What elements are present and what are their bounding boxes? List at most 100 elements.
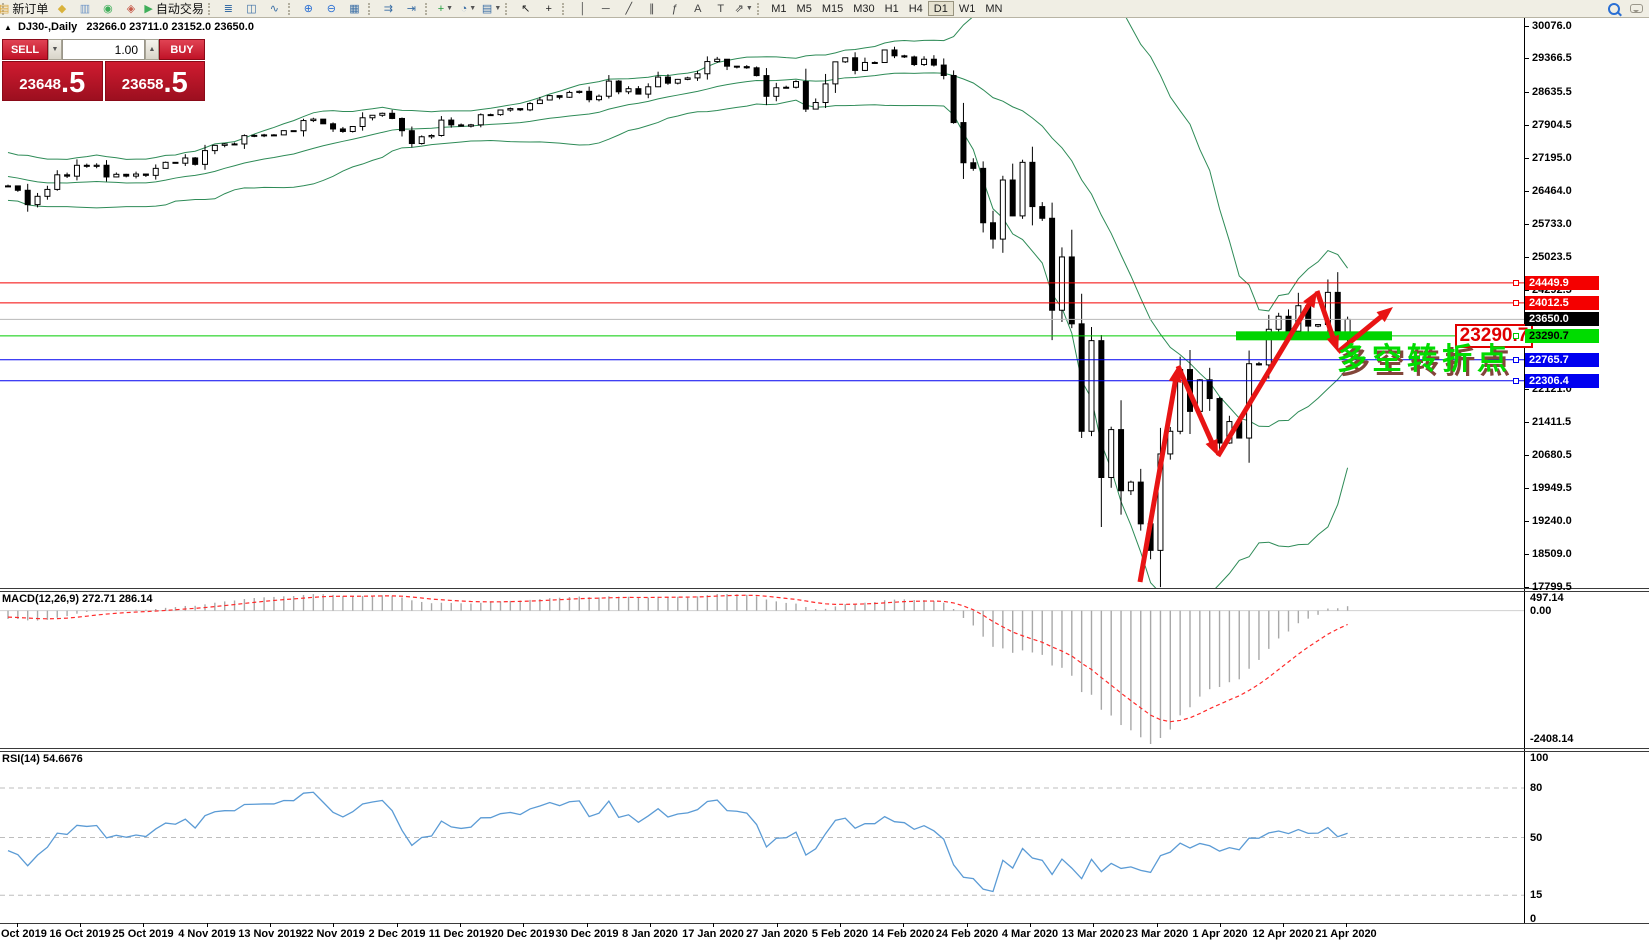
pane-separator-macd[interactable] — [0, 588, 1649, 589]
indicators-icon[interactable]: + ▼ — [434, 1, 457, 17]
time-tick-label: 1 Apr 2020 — [1192, 928, 1248, 940]
price-tick — [1525, 290, 1529, 291]
price-tick — [1525, 158, 1529, 159]
line-chart-icon[interactable]: ∿ — [263, 1, 286, 17]
price-tick — [1525, 488, 1529, 489]
time-tick — [650, 923, 651, 927]
price-tick — [1525, 224, 1529, 225]
timeframe-w1-button[interactable]: W1 — [958, 2, 976, 15]
chat-icon[interactable] — [1630, 4, 1643, 13]
price-tick-label: 25023.5 — [1532, 251, 1572, 263]
rsi-scale-label: 100 — [1530, 752, 1549, 764]
symbol-marker-icon: ▲ — [4, 23, 12, 32]
auto-scroll-icon-glyph: ⇉ — [383, 2, 394, 15]
pane-separator-rsi[interactable] — [0, 748, 1649, 749]
indicators-dropdown-icon[interactable]: ▼ — [446, 5, 454, 12]
toolbar-group-handle[interactable] — [2, 2, 7, 15]
rsi-scale-label: 80 — [1530, 782, 1543, 794]
terminal-icon[interactable]: ◈ — [119, 1, 142, 17]
level-line-handle[interactable] — [1513, 357, 1519, 363]
pane-separator-rsi-2[interactable] — [0, 751, 1649, 752]
time-axis-border — [0, 923, 1649, 924]
buy-price-display[interactable]: 23658 .5 — [104, 61, 205, 101]
time-tick — [143, 923, 144, 927]
zoom-in-icon[interactable]: ⊕ — [297, 1, 320, 17]
crosshair-icon[interactable]: + — [537, 1, 560, 17]
toolbar-group-handle[interactable] — [207, 2, 213, 15]
toolbar-group-handle[interactable] — [505, 2, 510, 15]
level-line-handle[interactable] — [1513, 378, 1519, 384]
market-watch-icon[interactable]: ◆ — [50, 1, 73, 17]
text-label-icon[interactable]: T — [709, 1, 732, 17]
timeframe-h4-button[interactable]: H4 — [908, 2, 923, 15]
periods-dropdown-icon[interactable]: ▼ — [469, 5, 477, 12]
search-icon[interactable] — [1608, 2, 1620, 15]
buy-button[interactable]: BUY — [159, 39, 205, 60]
price-tick — [1525, 587, 1529, 588]
price-tick-label: 25733.0 — [1532, 218, 1572, 230]
templates-icon[interactable]: ▤ ▼ — [480, 1, 503, 17]
cursor-icon[interactable]: ↖ — [514, 1, 537, 17]
timeframe-h1-button[interactable]: H1 — [884, 2, 899, 15]
candlestick-chart-icon[interactable]: ◫ — [240, 1, 263, 17]
time-tick — [1220, 923, 1221, 927]
channel-icon[interactable]: ∥ — [640, 1, 663, 17]
arrows-icon[interactable]: ⇗ ▼ — [732, 1, 755, 17]
auto-scroll-icon[interactable]: ⇉ — [377, 1, 400, 17]
timeframe-m30-button[interactable]: M30 — [853, 2, 875, 15]
price-callout-box[interactable]: 23290.7 — [1455, 324, 1533, 348]
candlestick-chart-icon-glyph: ◫ — [246, 2, 257, 15]
timeframe-mn-button[interactable]: MN — [985, 2, 1003, 15]
trendline-icon[interactable]: ╱ — [617, 1, 640, 17]
vertical-line-icon[interactable]: │ — [571, 1, 594, 17]
sell-price-display[interactable]: 23648 .5 — [2, 61, 103, 101]
turning-point-annotation[interactable]: 多空转折点 — [1337, 343, 1512, 376]
level-line-handle[interactable] — [1513, 333, 1519, 339]
horizontal-line-icon[interactable]: ─ — [594, 1, 617, 17]
macd-name: MACD(12,26,9) — [2, 593, 80, 605]
tile-windows-icon[interactable]: ▦ — [343, 1, 366, 17]
price-level-label: 24449.9 — [1525, 276, 1599, 290]
timeframe-d1-button[interactable]: D1 — [927, 1, 954, 16]
time-tick-label: Oct 2019 — [1, 928, 47, 940]
volume-increase-button[interactable]: ▲ — [145, 39, 159, 60]
templates-dropdown-icon[interactable]: ▼ — [494, 5, 502, 12]
text-icon[interactable]: A — [686, 1, 709, 17]
navigator-icon[interactable]: ◉ — [96, 1, 119, 17]
price-tick — [1525, 389, 1529, 390]
rsi-name: RSI(14) — [2, 753, 40, 765]
time-tick — [1157, 923, 1158, 927]
time-tick — [903, 923, 904, 927]
toolbar-group-handle[interactable] — [562, 2, 567, 15]
sell-button[interactable]: SELL — [2, 39, 48, 60]
level-line-handle[interactable] — [1513, 280, 1519, 286]
time-tick — [967, 923, 968, 927]
sell-price-pips: .5 — [61, 67, 86, 99]
fibonacci-icon[interactable]: ƒ — [663, 1, 686, 17]
channel-icon-glyph: ∥ — [649, 2, 655, 15]
arrows-dropdown-icon[interactable]: ▼ — [745, 5, 753, 12]
toolbar-group-handle[interactable] — [287, 2, 293, 15]
timeframe-m15-button[interactable]: M15 — [821, 2, 844, 15]
chart-shift-icon[interactable]: ⇥ — [400, 1, 423, 17]
periods-icon[interactable]: ◔ ▼ — [457, 1, 480, 17]
new-order-button[interactable]: ▤ 新订单 — [0, 1, 50, 17]
zoom-out-icon[interactable]: ⊖ — [320, 1, 343, 17]
data-window-icon[interactable]: ▥ — [73, 1, 96, 17]
bar-chart-icon[interactable]: ≣ — [217, 1, 240, 17]
volume-input[interactable]: 1.00 — [62, 39, 145, 60]
chart-plot[interactable] — [0, 0, 1524, 923]
indicators-icon-glyph: + — [437, 2, 445, 15]
timeframe-m5-button[interactable]: M5 — [796, 2, 812, 15]
autotrading-button[interactable]: ▶ 自动交易 — [142, 1, 205, 17]
toolbar-group-handle[interactable] — [757, 2, 762, 15]
level-line-handle[interactable] — [1513, 300, 1519, 306]
timeframe-m1-button[interactable]: M1 — [771, 2, 787, 15]
volume-decrease-button[interactable]: ▼ — [48, 39, 62, 60]
toolbar-group-handle[interactable] — [367, 2, 373, 15]
price-tick-label: 27904.5 — [1532, 119, 1572, 131]
price-tick-label: 27195.0 — [1532, 152, 1572, 164]
pane-separator-macd-2[interactable] — [0, 591, 1649, 592]
time-tick — [333, 923, 334, 927]
toolbar-group-handle[interactable] — [424, 2, 430, 15]
